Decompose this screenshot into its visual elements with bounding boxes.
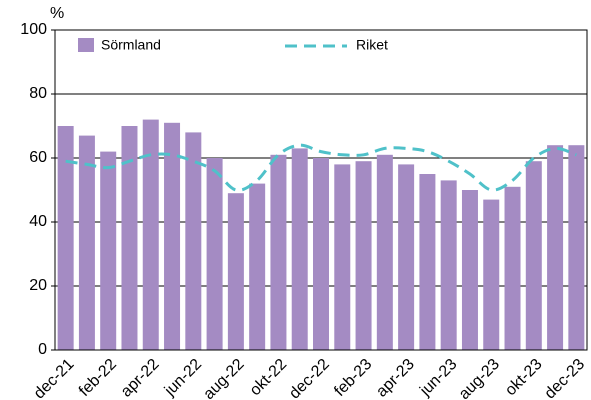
x-tick-label: aug-23 [456, 356, 503, 400]
bar [440, 180, 457, 350]
bar [504, 186, 521, 350]
legend-swatch [78, 38, 94, 52]
bar [270, 154, 287, 350]
x-tick-label: feb-22 [76, 356, 120, 400]
bar [398, 164, 415, 350]
legend-label: Sörmland [101, 37, 161, 53]
bar [461, 190, 478, 350]
bar [419, 174, 436, 350]
x-tick-label: dec-22 [286, 356, 333, 400]
x-tick-label: jun-22 [161, 356, 205, 400]
bar [376, 154, 393, 350]
x-tick-label: apr-23 [373, 356, 418, 400]
x-tick-label: apr-22 [118, 356, 163, 400]
x-tick-label: feb-23 [331, 356, 375, 400]
bar [568, 145, 585, 350]
legend-label: Riket [356, 37, 388, 53]
bar [525, 161, 542, 350]
y-tick-label: 80 [29, 85, 47, 102]
bar [100, 151, 117, 350]
bar [121, 126, 138, 350]
y-tick-label: 0 [38, 341, 47, 358]
bar [227, 193, 244, 350]
line [65, 143, 577, 192]
bar [313, 158, 329, 350]
x-tick-label: dec-23 [542, 356, 589, 400]
bar [547, 145, 564, 350]
plot-frame [54, 29, 588, 351]
bar [142, 119, 159, 350]
x-tick-label: okt-22 [247, 356, 291, 400]
bar [483, 199, 500, 350]
bar [249, 183, 266, 350]
y-axis-label: % [50, 5, 64, 22]
bar [164, 122, 181, 350]
bar [206, 158, 223, 350]
y-tick-label: 40 [29, 213, 47, 230]
y-tick-label: 20 [29, 277, 47, 294]
bar [334, 164, 351, 350]
y-tick-label: 100 [20, 21, 47, 38]
bar [291, 148, 308, 350]
bar [78, 135, 95, 350]
bar [185, 132, 202, 350]
x-tick-label: dec-21 [31, 356, 78, 400]
x-tick-label: okt-23 [502, 356, 546, 400]
x-tick-label: jun-23 [416, 356, 460, 400]
x-tick-label: aug-22 [200, 356, 247, 400]
bar [355, 161, 372, 350]
bar [57, 126, 74, 350]
y-tick-label: 60 [29, 149, 47, 166]
